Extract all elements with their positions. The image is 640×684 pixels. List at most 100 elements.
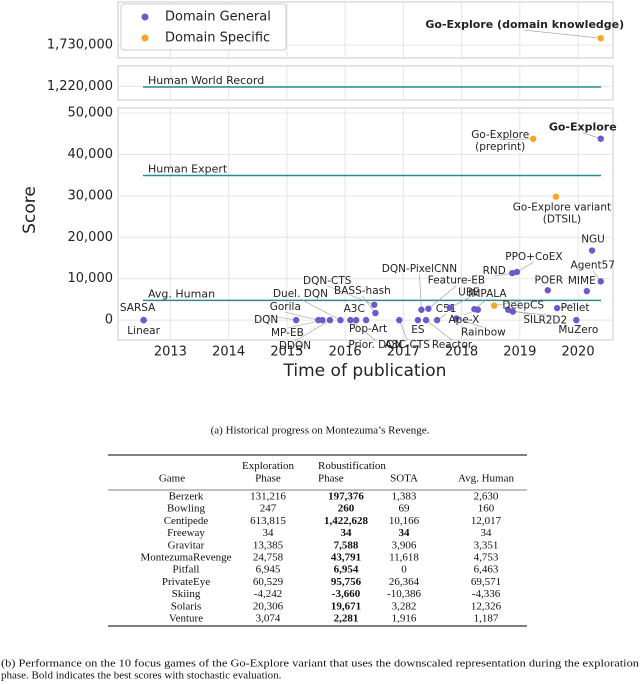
table-cell: 69 [399,503,411,515]
point [553,304,561,312]
point-label: R2D2 [538,315,567,327]
table-cell: 6,945 [256,564,281,576]
point-label: BASS-hash [334,285,391,297]
leader-line [294,319,331,342]
table-header: Avg. Human [458,473,515,485]
table-cell: 7,588 [334,539,359,551]
table-cell: 13,385 [253,539,284,551]
leader-line [350,319,376,341]
table-cell: 3,351 [474,539,499,551]
table-cell: 34 [399,527,411,539]
point-label: DQN [254,314,278,326]
caption: phase. Bold indicates the best scores wi… [1,670,282,682]
table-cell: 43,791 [331,552,361,564]
legend [120,3,287,51]
x-tick-label: 2018 [445,345,478,360]
point [414,316,422,324]
leader-line [524,29,601,39]
point [396,316,403,324]
y-tick-label: 40,000 [68,147,114,162]
leader-line [516,261,535,273]
x-tick-label: 2020 [562,345,595,360]
table-cell: 12,326 [471,600,502,612]
y-tick-label: 0 [105,313,113,328]
table-header: SOTA [390,473,418,485]
table-cell: 1,383 [392,491,417,503]
leader-line [428,285,457,309]
table-cell: 19,671 [331,600,361,612]
point-label: Gorila [270,301,301,313]
table-header: Game [159,473,185,485]
table-cell: 34 [263,527,275,539]
table-header: Robustification [318,460,386,472]
point-label: MP-EB [271,327,304,339]
point [319,316,326,324]
point-label: UBE [458,287,480,299]
point [425,305,432,312]
point [362,316,370,324]
table-cell: 24,758 [253,552,284,564]
table-cell: 3,906 [392,539,417,551]
table-cell: -3,660 [332,588,361,600]
table-cell: Gravitar [168,539,205,551]
y-tick-label: 1,220,000 [47,79,113,94]
leader-line [300,298,341,321]
x-axis-label: Time of publication [283,361,447,381]
x-tick-label: 2015 [270,345,303,360]
table-cell: 613,815 [250,515,286,527]
leader-line [398,320,408,341]
point-label: Linear [127,325,160,337]
point [422,316,430,324]
point [588,247,596,254]
leader-line [287,319,323,329]
point-label: RND [483,265,506,277]
leader-line [456,318,484,328]
table-cell: 34 [341,527,353,539]
point [453,315,460,322]
leader-line [266,314,297,321]
table-cell: Bowling [167,503,205,515]
point-label: Agent57 [571,259,615,271]
table-cell: 10,166 [389,515,420,527]
leader-line [425,319,453,341]
point-label: ES [411,324,425,336]
table-cell: Berzerk [169,491,204,503]
reference-label: Human Expert [148,163,228,176]
point [583,287,590,295]
table-cell: 12,017 [471,515,502,527]
y-tick-label: 30,000 [68,188,114,203]
point-label: Duel. DQN [273,288,328,300]
point-label: (preprint) [475,141,525,153]
point-label: SIL [523,314,539,326]
legend-marker [141,34,149,42]
point [597,135,604,142]
point [352,316,360,324]
table-cell: Skiing [172,588,201,600]
point [513,268,521,276]
point [474,306,482,313]
table-cell: Freeway [167,527,205,539]
point [347,316,354,324]
leader-line [419,273,422,310]
leader-line [362,295,376,314]
caption: (a) Historical progress on Montezuma’s R… [211,425,430,437]
table-cell: 69,571 [471,576,501,588]
point-label: IMPALA [468,288,507,300]
table-cell: 60,529 [253,576,284,588]
point [293,316,300,324]
point-label: Go-Explore [549,121,617,134]
x-tick-label: 2016 [329,345,362,360]
reference-label: Human World Record [148,74,264,87]
table-cell: 1,187 [474,613,499,625]
point-label: Feature-EB [428,275,485,287]
point-label: A3C [344,303,365,315]
point-label: (DTSIL) [543,214,581,226]
table-cell: 3,282 [392,600,417,612]
legend-marker [141,13,149,21]
point-label: Pop-Art [349,323,387,335]
table-cell: 26,364 [389,576,420,588]
point [372,309,379,317]
table-cell: 247 [260,503,277,515]
x-tick-label: 2013 [154,345,187,360]
